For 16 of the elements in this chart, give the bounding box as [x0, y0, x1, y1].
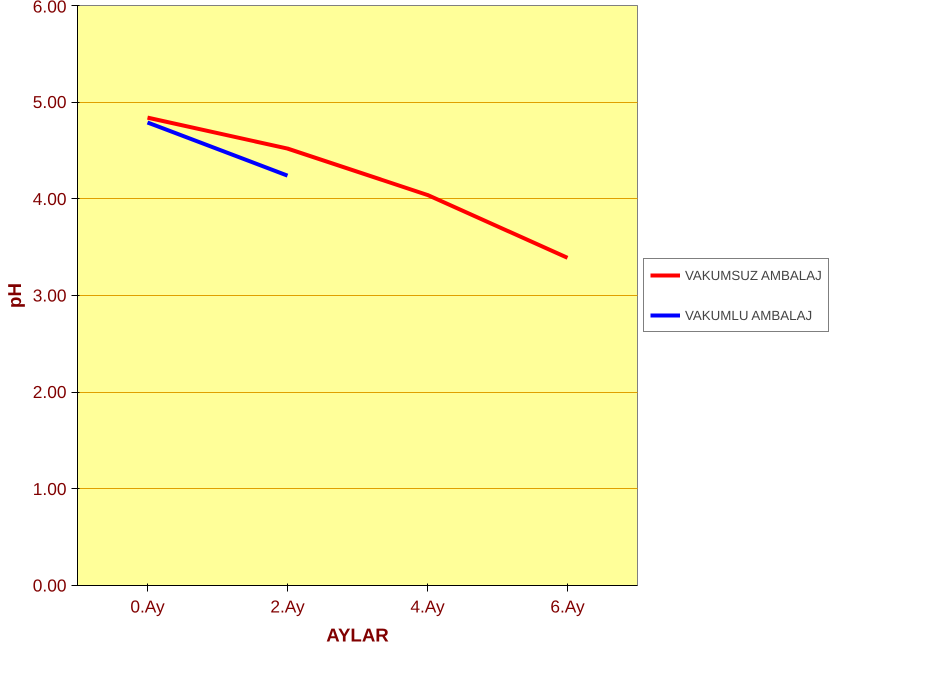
x-tick-label: 6.Ay: [550, 596, 586, 616]
y-tick-label: 5.00: [32, 92, 67, 112]
x-tick-label: 2.Ay: [270, 596, 306, 616]
x-tick-label: 4.Ay: [410, 596, 446, 616]
y-axis-title: pH: [4, 283, 25, 308]
y-tick-label: 6.00: [32, 0, 67, 16]
line-series: [146, 116, 570, 260]
x-axis-title: AYLAR: [326, 624, 390, 646]
legend-label: VAKUMSUZ AMBALAJ: [685, 268, 822, 282]
x-tick-label: 0.Ay: [130, 596, 166, 616]
y-tick-label: 0.00: [32, 576, 67, 596]
legend-label: VAKUMLU AMBALAJ: [685, 308, 812, 322]
y-tick-label: 3.00: [32, 286, 67, 306]
y-tick-label: 1.00: [32, 478, 67, 499]
y-tick-label: 4.00: [32, 188, 67, 209]
y-tick-label: 2.00: [32, 382, 67, 402]
